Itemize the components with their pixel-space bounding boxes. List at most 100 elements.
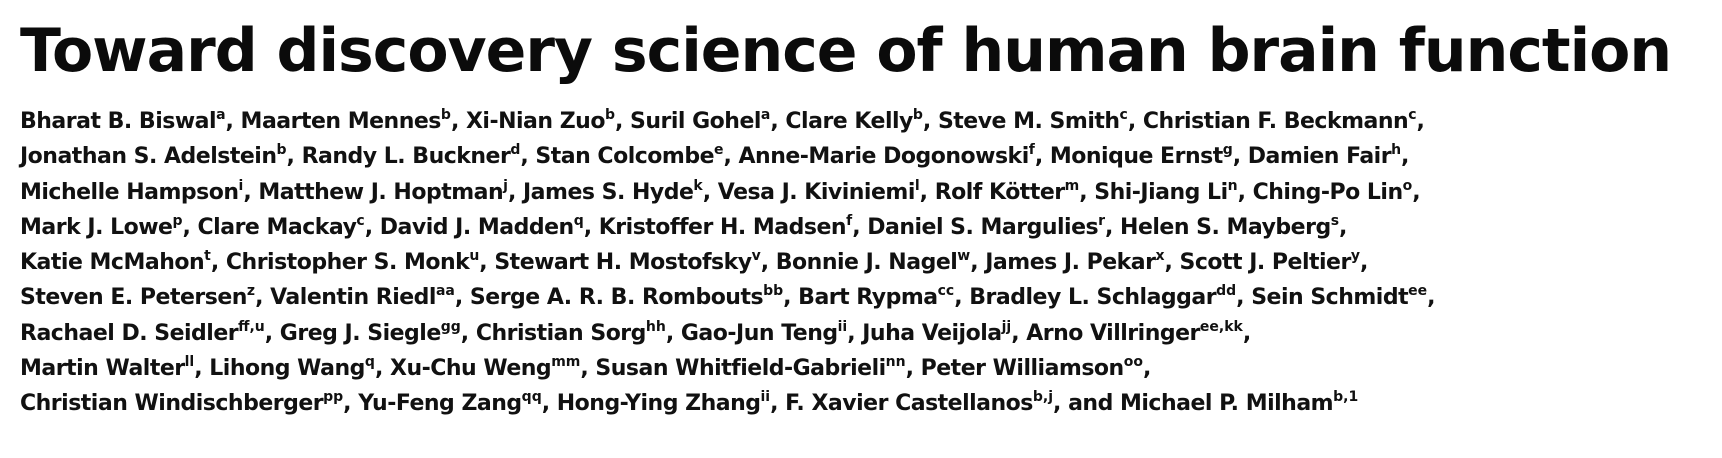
author-separator: , xyxy=(954,285,970,311)
author-name: Stan Colcombe xyxy=(535,144,714,170)
author-name: Stewart H. Mostofsky xyxy=(494,250,752,276)
author-separator: , xyxy=(264,320,280,346)
affiliation-marker: f xyxy=(1028,142,1035,159)
affiliation-marker: oo xyxy=(1123,354,1143,371)
paper-title: Toward discovery science of human brain … xyxy=(20,16,1672,86)
affiliation-marker: ee,kk xyxy=(1199,318,1243,335)
author-name: Rolf Kötter xyxy=(934,179,1065,205)
author-separator: , xyxy=(723,144,739,170)
affiliation-marker: j xyxy=(503,177,508,194)
affiliation-marker: c xyxy=(1119,107,1128,123)
author-name: Ching-Po Lin xyxy=(1252,179,1404,205)
affiliation-marker: p xyxy=(172,212,183,229)
affiliation-marker: a xyxy=(216,107,226,123)
author-separator: , xyxy=(1416,109,1425,134)
affiliation-marker: a xyxy=(760,107,771,123)
author-name: Susan Whitfield-Gabrieli xyxy=(595,356,886,382)
author-separator: , xyxy=(507,179,523,205)
author-name: Rachael D. Seidler xyxy=(20,320,239,346)
author-separator: , xyxy=(580,356,596,382)
author-separator: , xyxy=(1164,250,1180,276)
affiliation-marker: h xyxy=(1391,142,1402,159)
author-separator: , xyxy=(343,391,359,417)
author-separator: , xyxy=(1427,285,1435,311)
affiliation-marker: s xyxy=(1330,212,1340,229)
author-name: Scott J. Peltier xyxy=(1179,250,1352,276)
author-separator: , xyxy=(922,109,938,134)
affiliation-marker: cc xyxy=(937,283,955,300)
author-separator: , xyxy=(182,214,198,240)
author-name: Matthew J. Hoptman xyxy=(258,179,504,205)
affiliation-marker: o xyxy=(1402,177,1413,194)
author-name: James S. Hyde xyxy=(522,179,694,205)
affiliation-marker: ff,u xyxy=(238,318,265,335)
author-name: Clare Mackay xyxy=(197,214,357,240)
author-name: Michael P. Milham xyxy=(1119,391,1334,417)
author-line: Michelle Hampsoni, Matthew J. Hoptmanj, … xyxy=(20,175,1710,210)
author-separator: , xyxy=(847,320,863,346)
affiliation-marker: b xyxy=(440,107,451,123)
author-name: Katie McMahon xyxy=(20,250,205,276)
author-line: Katie McMahont, Christopher S. Monku, St… xyxy=(20,245,1710,280)
author-separator: , xyxy=(702,179,718,205)
author-separator: , xyxy=(1237,179,1253,205)
author-name: Lihong Wang xyxy=(209,356,365,382)
author-separator: , xyxy=(770,391,786,417)
affiliation-marker: w xyxy=(957,248,971,265)
affiliation-marker: gg xyxy=(440,318,461,335)
author-name: Randy L. Buckner xyxy=(301,144,511,170)
author-name: Sein Schmidt xyxy=(1251,285,1409,311)
author-separator: , xyxy=(583,214,599,240)
author-name: Bradley L. Schlaggar xyxy=(969,285,1217,311)
affiliation-marker: c xyxy=(1408,107,1417,123)
author-line: Martin Walterll, Lihong Wangq, Xu-Chu We… xyxy=(20,351,1710,386)
author-name: Valentin Riedl xyxy=(270,285,436,311)
author-name: Suril Gohel xyxy=(630,109,761,134)
affiliation-marker: n xyxy=(1227,177,1238,194)
affiliation-marker: g xyxy=(1222,142,1233,159)
author-separator: , xyxy=(1242,320,1251,346)
affiliation-marker: dd xyxy=(1216,283,1237,300)
author-separator: , xyxy=(243,179,259,205)
affiliation-marker: f xyxy=(846,212,853,229)
author-name: Greg J. Siegle xyxy=(279,320,441,346)
author-name: David J. Madden xyxy=(379,214,574,240)
author-line: Rachael D. Seidlerff,u, Greg J. Sieglegg… xyxy=(20,316,1710,351)
affiliation-marker: q xyxy=(364,354,375,371)
affiliation-marker: b,1 xyxy=(1333,389,1359,406)
author-line: Bharat B. Biswala, Maarten Mennesb, Xi-N… xyxy=(20,104,1710,139)
author-list: Bharat B. Biswala, Maarten Mennesb, Xi-N… xyxy=(20,104,1710,422)
author-separator: , xyxy=(1359,250,1368,276)
author-separator: , xyxy=(1127,109,1143,134)
author-separator: , xyxy=(520,144,536,170)
author-name: Hong-Ying Zhang xyxy=(556,391,761,417)
author-name: Steven E. Petersen xyxy=(20,285,247,311)
author-name: Clare Kelly xyxy=(785,109,913,134)
author-separator: , xyxy=(210,250,226,276)
author-name: Yu-Feng Zang xyxy=(358,391,522,417)
author-separator: , xyxy=(783,285,799,311)
affiliation-marker: u xyxy=(469,248,480,265)
author-separator: , xyxy=(364,214,380,240)
author-separator: , xyxy=(541,391,557,417)
affiliation-marker: aa xyxy=(435,283,455,300)
author-name: Mark J. Lowe xyxy=(20,214,173,240)
affiliation-marker: bb xyxy=(763,283,784,300)
author-name: Martin Walter xyxy=(20,356,185,382)
author-separator: , xyxy=(286,144,302,170)
author-separator: , xyxy=(1401,144,1409,170)
author-separator: , xyxy=(1232,144,1248,170)
author-separator: , xyxy=(665,320,681,346)
author-name: Jonathan S. Adelstein xyxy=(20,144,277,170)
author-name: Anne-Marie Dogonowski xyxy=(738,144,1030,170)
author-separator: , xyxy=(460,320,476,346)
author-name: Peter Williamson xyxy=(920,356,1125,382)
author-name: Bharat B. Biswal xyxy=(20,109,217,134)
author-name: Maarten Mennes xyxy=(240,109,442,134)
author-name: Daniel S. Margulies xyxy=(867,214,1099,240)
author-name: Shi-Jiang Li xyxy=(1094,179,1228,205)
author-separator: , xyxy=(970,250,986,276)
author-line: Jonathan S. Adelsteinb, Randy L. Buckner… xyxy=(20,139,1710,174)
affiliation-marker: q xyxy=(573,212,584,229)
affiliation-marker: m xyxy=(1064,177,1080,194)
